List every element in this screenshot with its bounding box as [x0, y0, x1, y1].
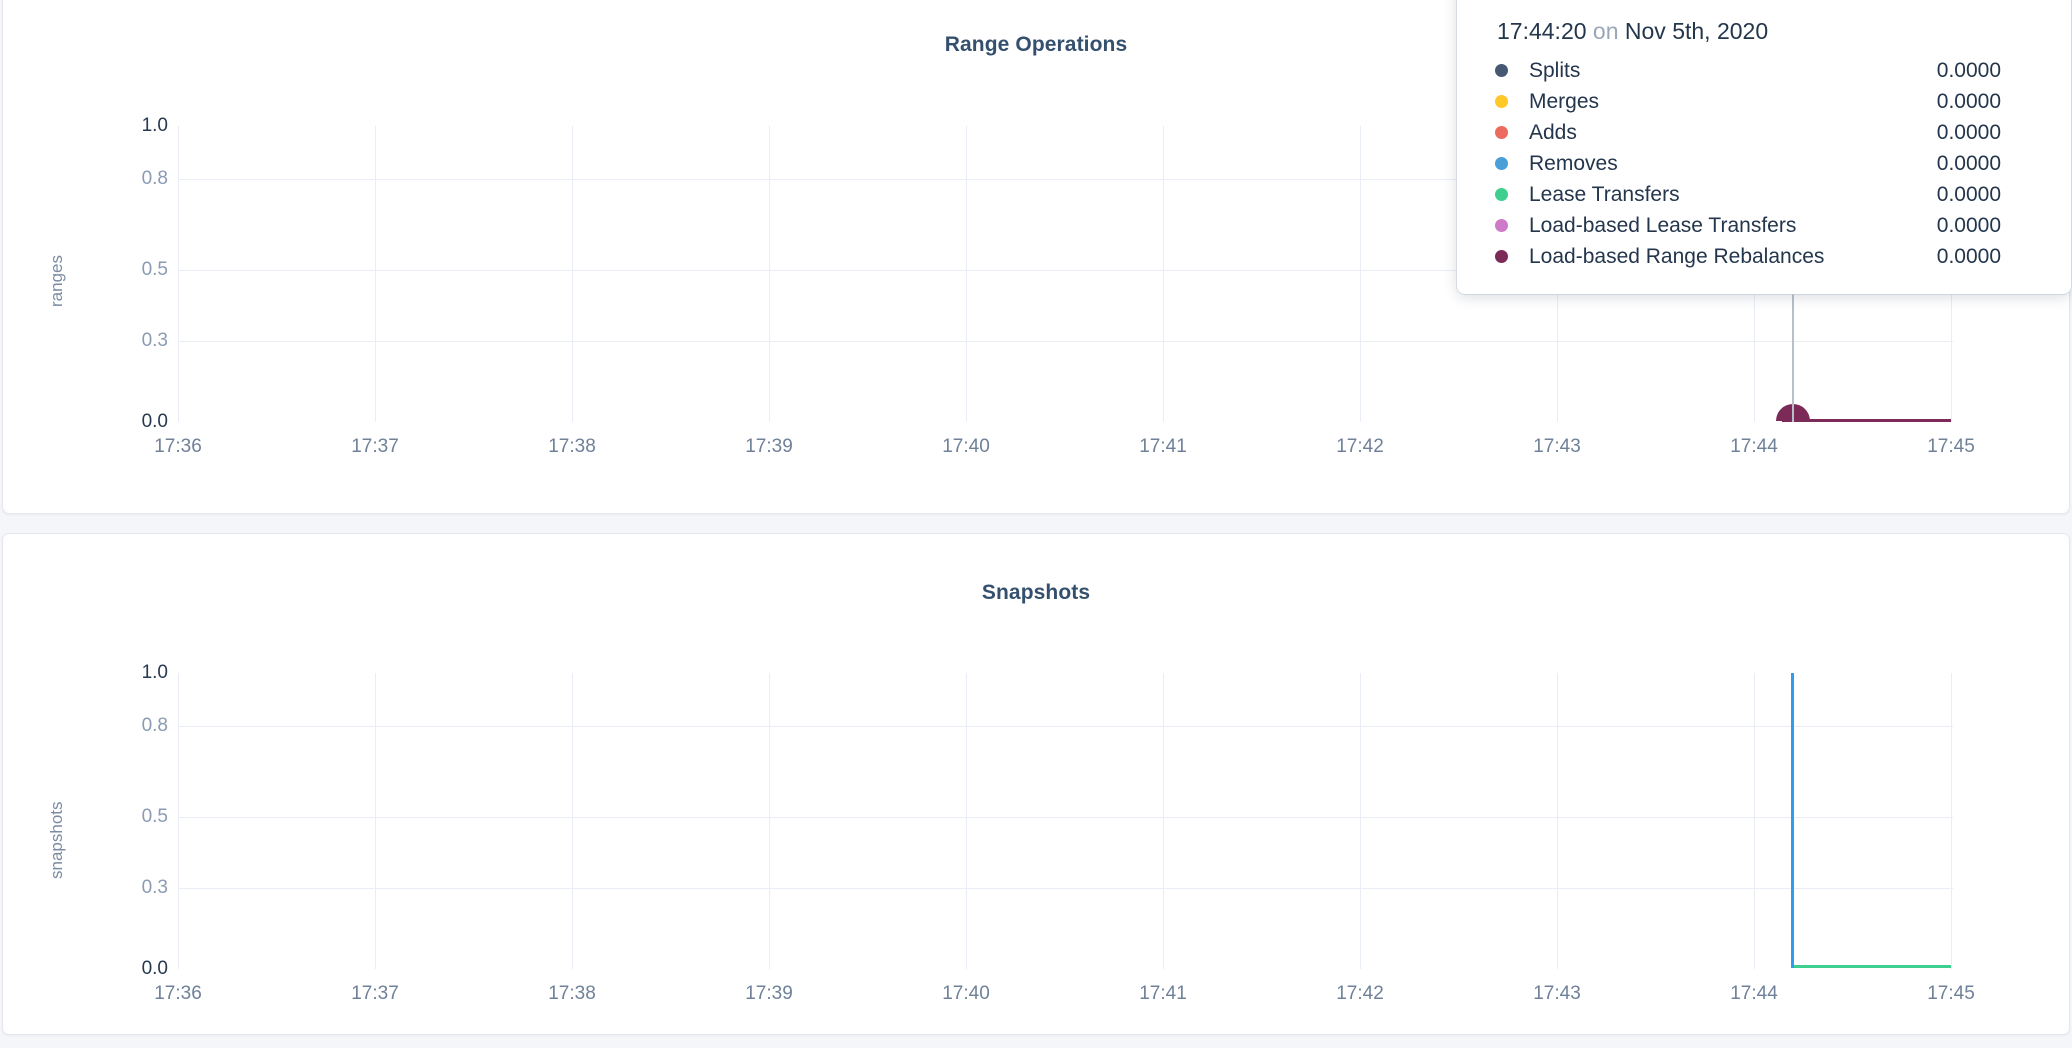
table-row: Load-based Lease Transfers 0.0000 — [1483, 210, 2045, 241]
tooltip-on-word: on — [1592, 18, 1619, 44]
gridline-x-17:41 — [1163, 126, 1164, 422]
legend-swatch-cell — [1483, 55, 1529, 86]
tooltip-series-label: Lease Transfers — [1529, 182, 1680, 206]
legend-dot-icon — [1495, 63, 1508, 77]
legend-swatch-cell — [1483, 117, 1529, 148]
gridline-x-17:40 — [966, 126, 967, 422]
table-row: Adds 0.0000 — [1483, 117, 2045, 148]
tooltip-series-label: Adds — [1529, 120, 1577, 144]
table-row: Removes 0.0000 — [1483, 148, 2045, 179]
legend-dot-icon — [1495, 94, 1508, 108]
legend-dot-icon — [1495, 125, 1508, 139]
legend-swatch-cell — [1483, 210, 1529, 241]
y-axis-label-snapshots: snapshots — [47, 801, 66, 880]
table-row: Merges 0.0000 — [1483, 86, 2045, 117]
tooltip-series-value: 0.0000 — [1936, 89, 2001, 113]
tooltip-series-body: Splits 0.0000 Merges 0.0000 Adds 0.0000 — [1483, 55, 2045, 272]
gridline-x-17:45 — [1951, 673, 1952, 969]
tooltip-series-value: 0.0000 — [1936, 151, 2001, 175]
series-line-baseline — [1792, 965, 1951, 968]
gridline-x-17:38 — [572, 673, 573, 969]
tooltip-series-label: Removes — [1529, 151, 1618, 175]
tooltip-series-value: 0.0000 — [1936, 244, 2001, 268]
gridline-x-17:43 — [1557, 673, 1558, 969]
chart-hover-tooltip: 17:44:20 on Nov 5th, 2020 Splits 0.0000 … — [1457, 0, 2071, 294]
tooltip-series-value: 0.0000 — [1936, 182, 2001, 206]
table-row: Lease Transfers 0.0000 — [1483, 179, 2045, 210]
hover-crosshair — [1792, 265, 1794, 422]
page-title-range-operations: Range Operations — [944, 33, 1128, 56]
y-axis-label-ranges: ranges — [47, 255, 66, 307]
tooltip-series-value: 0.0000 — [1936, 120, 2001, 144]
tooltip-series-label: Load-based Range Rebalances — [1529, 244, 1825, 268]
snapshots-card: Snapshots 1.0 0.8 0.5 0.3 0.0 — [2, 533, 2070, 1035]
gridline-x-17:37 — [375, 126, 376, 422]
tooltip-series-label: Splits — [1529, 58, 1581, 82]
page-title-snapshots: Snapshots — [981, 581, 1091, 604]
tooltip-series-label: Merges — [1529, 89, 1600, 113]
tooltip-series-value: 0.0000 — [1936, 58, 2001, 82]
gridline-y-0.3 — [178, 888, 1953, 889]
gridline-y-0.8 — [178, 179, 1953, 180]
gridline-y-0.5 — [178, 817, 1953, 818]
table-row: Splits 0.0000 — [1483, 55, 2045, 86]
legend-swatch-cell — [1483, 148, 1529, 179]
legend-dot-icon — [1495, 187, 1508, 201]
gridline-x-17:36 — [178, 126, 179, 422]
gridline-x-17:36 — [178, 673, 179, 969]
gridline-x-17:42 — [1360, 673, 1361, 969]
legend-dot-icon — [1495, 249, 1508, 263]
gridline-x-17:40 — [966, 673, 967, 969]
gridline-x-17:37 — [375, 673, 376, 969]
gridline-x-17:39 — [769, 673, 770, 969]
legend-swatch-cell — [1483, 86, 1529, 117]
gridline-y-0.5 — [178, 270, 1953, 271]
snapshots-plot[interactable] — [178, 673, 1953, 969]
gridline-y-0.3 — [178, 341, 1953, 342]
gridline-x-17:38 — [572, 126, 573, 422]
legend-dot-icon — [1495, 218, 1508, 232]
gridline-y-0.8 — [178, 726, 1953, 727]
gridline-x-17:44 — [1754, 673, 1755, 969]
gridline-x-17:42 — [1360, 126, 1361, 422]
tooltip-series-value: 0.0000 — [1936, 213, 2001, 237]
tooltip-timestamp: 17:44:20 on Nov 5th, 2020 — [1497, 18, 2045, 45]
tooltip-series-label: Load-based Lease Transfers — [1529, 213, 1797, 237]
gridline-x-17:41 — [1163, 673, 1164, 969]
gridline-x-17:39 — [769, 126, 770, 422]
tooltip-time: 17:44:20 — [1497, 18, 1587, 44]
tooltip-series-table: Splits 0.0000 Merges 0.0000 Adds 0.0000 — [1483, 55, 2045, 272]
series-line-applied-snapshots — [1791, 673, 1794, 968]
legend-dot-icon — [1495, 156, 1508, 170]
table-row: Load-based Range Rebalances 0.0000 — [1483, 241, 2045, 272]
tooltip-date: Nov 5th, 2020 — [1624, 18, 1769, 44]
legend-swatch-cell — [1483, 179, 1529, 210]
legend-swatch-cell — [1483, 241, 1529, 272]
series-line-load-based-range-rebalances — [1782, 419, 1951, 422]
